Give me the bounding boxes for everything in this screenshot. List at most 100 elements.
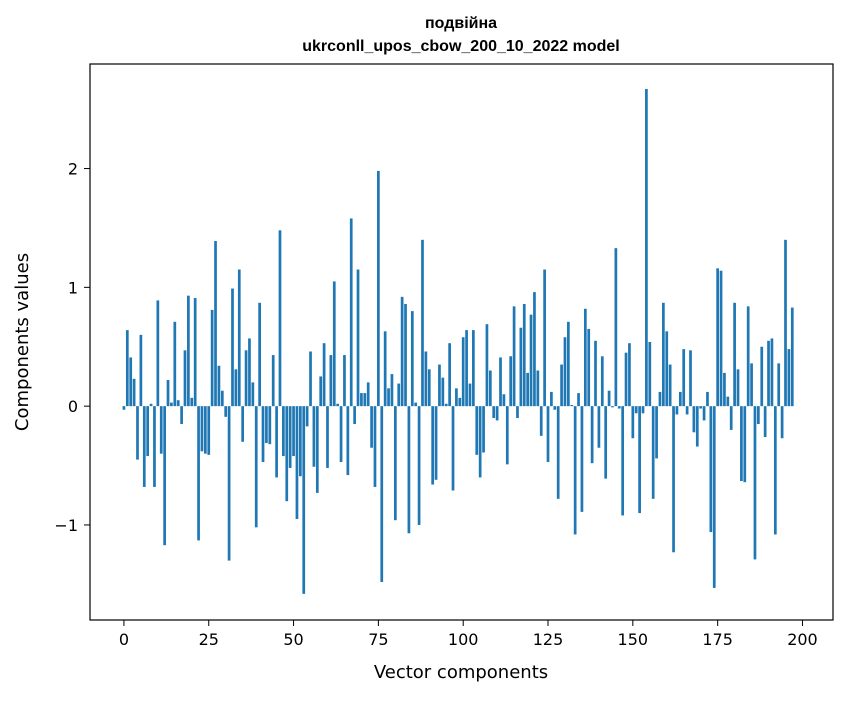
bar-96 <box>448 343 451 407</box>
bar-168 <box>692 406 696 433</box>
x-tick-label: 75 <box>368 630 388 649</box>
bar-169 <box>695 406 699 447</box>
bar-97 <box>451 406 455 491</box>
bar-69 <box>356 269 360 407</box>
bar-194 <box>780 406 784 439</box>
bar-196 <box>787 349 791 407</box>
bar-10 <box>156 300 160 407</box>
bar-189 <box>763 406 767 438</box>
bar-147 <box>621 406 625 516</box>
bar-185 <box>750 363 753 407</box>
bar-71 <box>363 393 367 407</box>
bar-35 <box>241 406 245 442</box>
bar-128 <box>556 406 560 499</box>
bar-193 <box>777 363 781 407</box>
bar-45 <box>275 406 278 478</box>
bar-37 <box>248 338 251 407</box>
bar-61 <box>329 355 333 407</box>
bar-95 <box>444 403 448 407</box>
bar-13 <box>166 380 170 407</box>
bar-42 <box>265 406 268 443</box>
bar-167 <box>689 350 692 407</box>
bar-32 <box>231 288 234 407</box>
bar-156 <box>651 406 655 499</box>
bar-143 <box>607 390 611 407</box>
x-tick-label: 25 <box>199 630 219 649</box>
bar-79 <box>390 374 394 407</box>
bar-158 <box>658 391 662 407</box>
x-tick-label: 175 <box>702 630 733 649</box>
bar-153 <box>641 406 645 414</box>
bar-101 <box>465 330 468 407</box>
bar-33 <box>234 369 238 407</box>
bar-172 <box>706 391 709 407</box>
bar-29 <box>220 390 224 407</box>
y-tick-label: −1 <box>54 516 78 535</box>
bar-15 <box>173 321 177 407</box>
bar-155 <box>648 342 652 407</box>
bar-51 <box>295 406 299 520</box>
bar-124 <box>543 269 546 407</box>
bar-38 <box>251 382 255 407</box>
bar-14 <box>170 402 173 407</box>
bar-0 <box>122 406 126 410</box>
bar-19 <box>187 295 190 407</box>
bar-12 <box>163 406 166 546</box>
bar-122 <box>536 370 540 407</box>
bar-191 <box>770 338 774 407</box>
bar-76 <box>380 406 384 582</box>
bar-184 <box>746 306 750 407</box>
x-axis-ticks: 0 25 50 75 100 125 150 175 200 <box>119 620 818 649</box>
bar-6 <box>142 406 146 487</box>
bar-7 <box>146 406 150 457</box>
bar-8 <box>149 403 153 407</box>
bar-89 <box>424 351 428 407</box>
bar-183 <box>743 406 747 483</box>
bar-120 <box>529 314 533 407</box>
bar-123 <box>539 406 543 436</box>
bar-41 <box>261 406 265 462</box>
bar-17 <box>180 406 183 424</box>
bar-102 <box>468 383 472 407</box>
bar-3 <box>132 378 136 407</box>
bar-83 <box>404 303 407 407</box>
bar-64 <box>339 406 343 462</box>
bar-21 <box>193 298 197 407</box>
bar-112 <box>502 394 506 407</box>
bar-160 <box>665 331 669 407</box>
bar-150 <box>631 406 635 439</box>
bar-87 <box>417 406 421 525</box>
bar-157 <box>655 406 658 459</box>
x-axis-label: Vector components <box>374 662 548 683</box>
bar-134 <box>577 393 580 407</box>
bar-58 <box>319 376 323 407</box>
bar-165 <box>682 349 686 407</box>
y-tick-label: 0 <box>68 397 78 416</box>
bar-2 <box>129 357 133 407</box>
bar-145 <box>614 248 618 407</box>
bar-179 <box>729 406 733 430</box>
x-tick-label: 50 <box>283 630 303 649</box>
bar-90 <box>427 369 431 407</box>
bar-28 <box>217 365 221 407</box>
bar-116 <box>516 406 519 419</box>
bar-39 <box>254 406 258 528</box>
bar-65 <box>343 355 346 407</box>
bar-81 <box>397 383 401 407</box>
bar-148 <box>624 352 628 407</box>
bar-62 <box>332 281 336 407</box>
bar-126 <box>550 391 553 407</box>
bar-94 <box>441 377 445 407</box>
plot-frame <box>89 63 834 621</box>
bar-26 <box>210 309 214 407</box>
y-tick-label: 2 <box>68 160 78 179</box>
bar-4 <box>136 406 139 460</box>
bar-55 <box>309 351 312 407</box>
bar-11 <box>159 406 163 454</box>
bar-173 <box>709 406 713 533</box>
bars-group <box>122 88 794 594</box>
bar-164 <box>678 391 682 407</box>
bar-181 <box>736 369 740 407</box>
bar-1 <box>125 330 129 407</box>
bar-119 <box>526 372 530 407</box>
